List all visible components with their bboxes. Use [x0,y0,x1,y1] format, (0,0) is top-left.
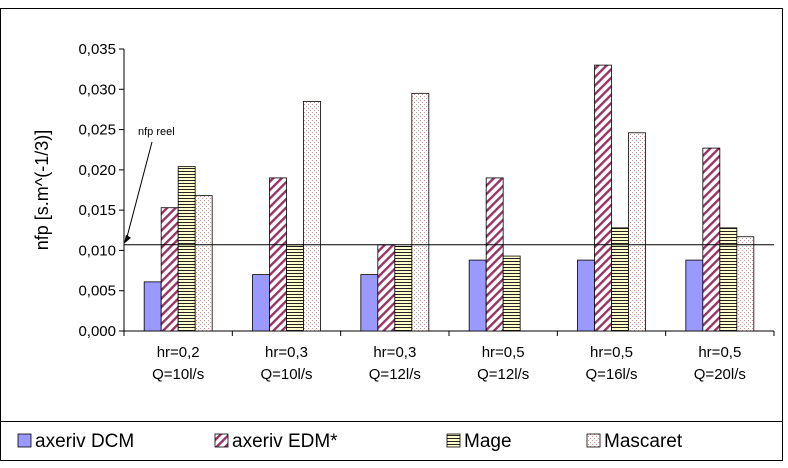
y-tick-label: 0,010 [78,242,116,259]
y-tick-label: 0,030 [78,81,116,98]
chart-frame [0,8,783,461]
y-tick-label: 0,035 [78,41,116,58]
bar-axeriv-edm [377,244,396,332]
legend-swatch [446,433,461,448]
bar-mascaret [736,236,755,332]
bar-mascaret [411,92,430,332]
annotation-arrowhead [124,234,131,244]
y-ticks: 0,000 0,005 0,010 0,015 0,020 0,025 0,030 0,035 [78,41,124,340]
x-tick-label: Q=10l/s [152,366,204,383]
x-tick-label: hr=0,5 [590,344,633,361]
legend-swatch [17,433,32,448]
bar-axeriv-dcm [360,274,379,332]
bar-axeriv-edm [485,177,504,332]
x-tick-label: hr=0,2 [157,344,200,361]
bar-mascaret [303,100,321,332]
reference-line-label: nfp reel [138,126,175,138]
x-tick-label: Q=10l/s [260,366,312,383]
legend-label: axeriv EDM* [232,431,338,452]
legend-swatch [214,433,229,448]
x-tick-label: hr=0,5 [482,344,525,361]
legend-box [0,421,783,461]
y-axis-label: nfp [s.m^(-1/3)] [32,130,52,250]
x-tick-label: Q=12l/s [477,366,529,383]
bar-mage [719,227,738,332]
bar-mage [177,166,196,332]
bars [143,64,755,332]
bar-axeriv-edm [594,64,612,332]
bar-axeriv-dcm [685,259,704,332]
bar-axeriv-edm [160,207,179,332]
y-tick-label: 0,005 [78,283,116,300]
bar-mascaret [194,195,213,332]
x-tick-label: Q=12l/s [369,366,421,383]
bar-mage [286,244,304,332]
legend-label: axeriv DCM [35,431,134,452]
bar-axeriv-edm [269,177,287,332]
annotation-arrow [125,141,153,241]
x-tick-label: hr=0,5 [698,344,741,361]
y-tick-label: 0,020 [78,162,116,179]
legend-label: Mascaret [604,431,683,452]
bar-axeriv-dcm [468,259,487,332]
bar-axeriv-dcm [143,281,162,332]
bar-axeriv-edm [702,147,721,332]
y-tick-label: 0,015 [78,202,116,219]
x-tick-label: Q=20l/s [694,366,746,383]
x-tick-label: hr=0,3 [265,344,308,361]
legend-label: Mage [464,431,512,452]
bar-mage [502,255,521,332]
y-tick-label: 0,000 [78,323,116,340]
legend: axeriv DCM axeriv EDM* Mage Mascaret [17,431,683,452]
y-tick-label: 0,025 [78,122,116,139]
legend-swatch [586,433,601,448]
x-tick-label: Q=16l/s [585,366,637,383]
bar-mage [611,227,629,332]
bar-mascaret [628,132,646,332]
bar-mage [394,245,413,332]
bar-axeriv-dcm [577,259,595,332]
x-tick-labels: hr=0,2 Q=10l/s hr=0,3 Q=10l/s hr=0,3 Q=12l/s h… [123,331,775,383]
bar-axeriv-dcm [252,274,270,332]
x-tick-label: hr=0,3 [373,344,416,361]
reference-line-group: nfp reel [124,126,774,246]
